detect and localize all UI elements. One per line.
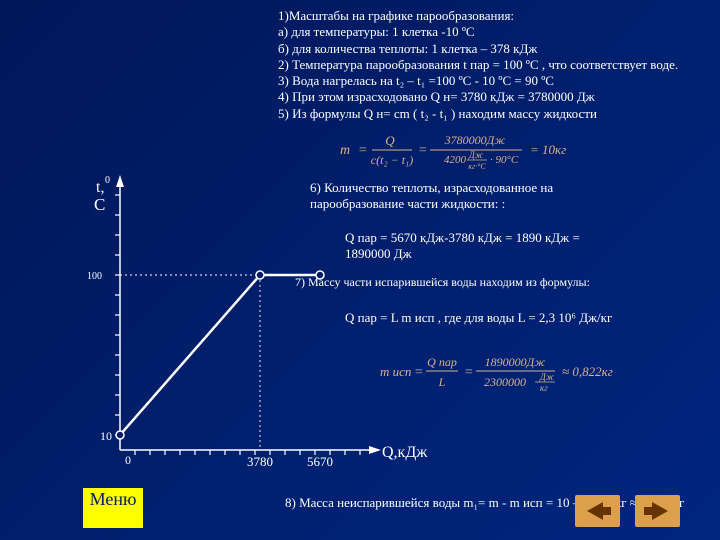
step3: 3) Вода нагрелась на t₂ – t₁ =100 ºC - 1… [278, 73, 708, 89]
f2-res: ≈ 0,822кг [562, 364, 613, 379]
f2-num2: 1890000Дж [485, 355, 546, 369]
menu-button[interactable]: Меню [83, 488, 143, 528]
f2-eq2: = [464, 365, 473, 380]
ytick-10: 10 [100, 429, 112, 443]
f1-eq2: = [418, 143, 427, 158]
step6: 6) Количество теплоты, израсходованное н… [310, 180, 620, 213]
step1b: б) для количества теплоты: 1 клетка – 37… [278, 41, 708, 57]
f1-d2l: 4200 [444, 154, 467, 166]
f2-lhs: m исп [380, 364, 411, 379]
formula-m-isp-svg: m исп = Q пар L = 1890000Дж 2300000 Дж к… [380, 350, 700, 394]
point-start [116, 431, 124, 439]
x-axis-label: Q,кДж [382, 444, 428, 461]
f2-unit: Дж [539, 372, 555, 382]
prev-icon [575, 495, 620, 527]
ytick-100: 100 [87, 271, 102, 282]
next-icon [635, 495, 680, 527]
f2-unitd: кг [540, 383, 548, 393]
step2: 2) Температура парообразования t пар = 1… [278, 57, 708, 73]
f2-num: Q пар [427, 355, 457, 369]
steps-1-5: 1)Масштабы на графике парообразования: а… [278, 8, 708, 122]
menu-label: Меню [90, 489, 137, 509]
step5: 5) Из формулы Q н= cm ( t₂ - t₁ ) находи… [278, 106, 708, 122]
f1-d2t: Дж [468, 150, 484, 160]
data-line [120, 275, 320, 435]
xtick-0: 0 [125, 453, 131, 467]
f1-d2b: кг·°C [468, 162, 486, 170]
q-par-calc: Q пар = 5670 кДж-3780 кДж = 1890 кДж = 1… [345, 230, 615, 263]
f1-num: Q [385, 133, 395, 148]
formula-mass: m = Q c(t₂ − t₁) = 3780000Дж 4200 Дж кг·… [340, 130, 700, 170]
y-ticks [115, 195, 120, 435]
next-button[interactable] [635, 495, 680, 527]
x-ticks [135, 450, 360, 455]
f1-m: m [340, 143, 350, 158]
xtick-5670: 5670 [307, 454, 333, 469]
f1-num2: 3780000Дж [444, 133, 506, 147]
f1-d2r: · 90°C [490, 154, 519, 166]
f2-denom2: 2300000 [484, 375, 526, 389]
formula-m-isp: m исп = Q пар L = 1890000Дж 2300000 Дж к… [380, 350, 700, 394]
point-boil [256, 271, 264, 279]
step4: 4) При этом израсходовано Q н= 3780 кДж … [278, 89, 708, 105]
f1-denom: c(t₂ − t₁) [371, 153, 413, 167]
xtick-3780: 3780 [247, 454, 273, 469]
y-axis-label-sup: 0 [105, 175, 110, 186]
y-axis-label-t: t, [96, 179, 104, 196]
step1a: а) для температуры: 1 клетка -10 ºC [278, 24, 708, 40]
prev-button[interactable] [575, 495, 620, 527]
y-axis-label-c: C [94, 195, 105, 214]
step1: 1)Масштабы на графике парообразования: [278, 8, 708, 24]
x-axis-arrow [369, 446, 381, 454]
formula-mass-svg: m = Q c(t₂ − t₁) = 3780000Дж 4200 Дж кг·… [340, 130, 700, 170]
y-axis-arrow [116, 175, 124, 187]
f1-res: = 10кг [530, 142, 566, 157]
f2-eq1: = [414, 365, 423, 380]
f1-eq1: = [358, 143, 367, 158]
step7: 7) Массу части испарившейся воды находим… [295, 275, 695, 290]
q-par-formula: Q пар = L m исп , где для воды L = 2,3 1… [345, 310, 705, 326]
f2-denom: L [438, 375, 446, 389]
